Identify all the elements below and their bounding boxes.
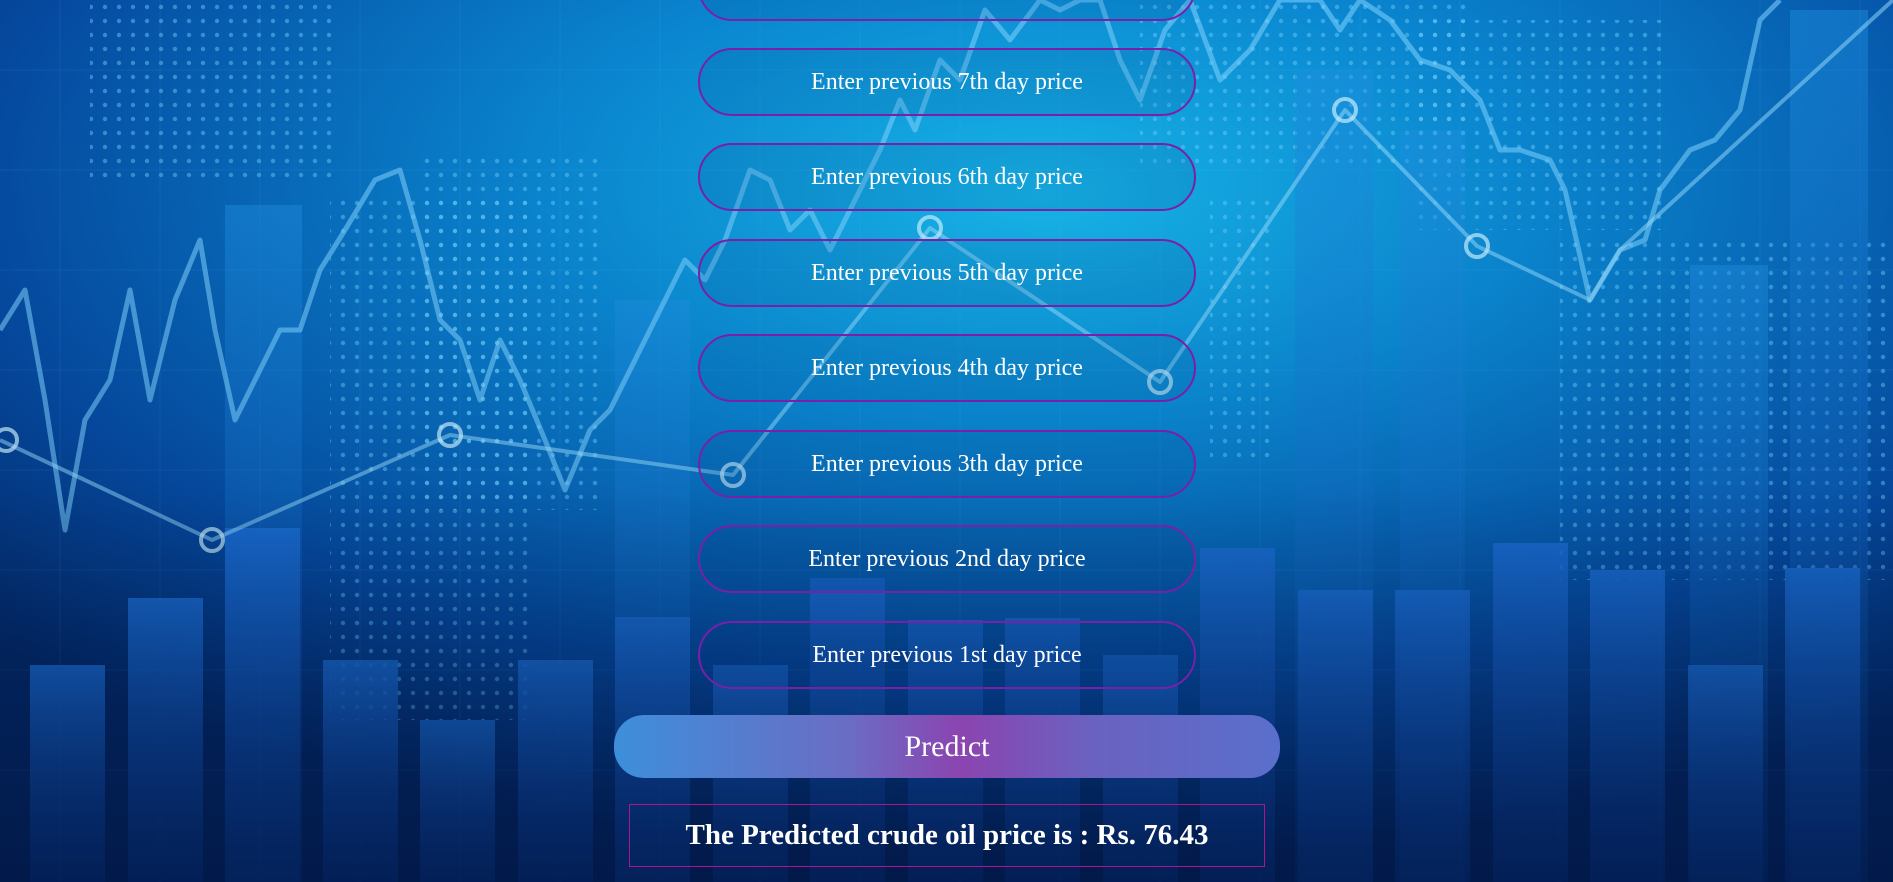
prediction-result-box: The Predicted crude oil price is : Rs. 7… — [629, 804, 1265, 867]
previous-1st-day-price-input[interactable] — [698, 621, 1196, 689]
previous-6th-day-price-input[interactable] — [698, 143, 1196, 211]
previous-3rd-day-price-input[interactable] — [698, 430, 1196, 498]
previous-8th-day-price-input[interactable] — [698, 0, 1196, 21]
predict-button[interactable]: Predict — [614, 715, 1280, 778]
previous-2nd-day-price-input[interactable] — [698, 525, 1196, 593]
previous-7th-day-price-input[interactable] — [698, 48, 1196, 116]
previous-4th-day-price-input[interactable] — [698, 334, 1196, 402]
previous-5th-day-price-input[interactable] — [698, 239, 1196, 307]
prediction-result-text: The Predicted crude oil price is : Rs. 7… — [685, 819, 1209, 851]
